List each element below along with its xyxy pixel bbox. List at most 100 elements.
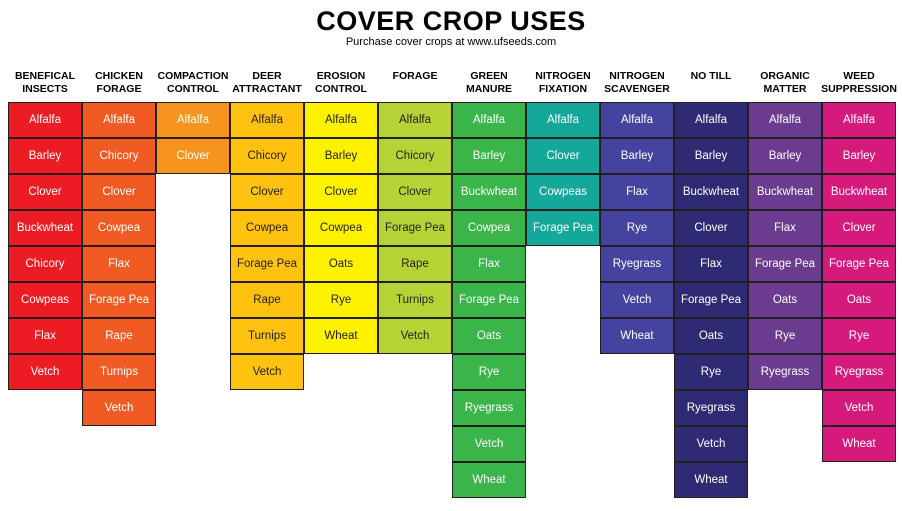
crop-cell: Forage Pea (82, 282, 156, 318)
crop-cell: Buckwheat (452, 174, 526, 210)
crop-cell: Barley (8, 138, 82, 174)
crop-cell: Rape (378, 246, 452, 282)
crop-cell: Turnips (230, 318, 304, 354)
crop-cell: Flax (82, 246, 156, 282)
crop-cell: Buckwheat (822, 174, 896, 210)
category-heading: GREEN MANURE (465, 70, 513, 95)
crop-cell: Wheat (304, 318, 378, 354)
crop-cell: Vetch (452, 426, 526, 462)
crop-cell: Buckwheat (674, 174, 748, 210)
crop-cell: Ryegrass (452, 390, 526, 426)
crop-cell: Buckwheat (8, 210, 82, 246)
crop-cell: Alfalfa (526, 102, 600, 138)
crop-cell: Clover (304, 174, 378, 210)
crop-cell: Alfalfa (8, 102, 82, 138)
crop-cell: Vetch (600, 282, 674, 318)
category-heading: DEER ATTRACTANT (232, 70, 302, 95)
crop-cell: Rye (304, 282, 378, 318)
category-heading: WEED SUPPRESSION (821, 70, 897, 95)
crop-cell: Wheat (674, 462, 748, 498)
crop-cell: Vetch (378, 318, 452, 354)
crop-cell: Alfalfa (156, 102, 230, 138)
crop-cell: Ryegrass (674, 390, 748, 426)
crop-cell: Rye (674, 354, 748, 390)
crop-cell: Ryegrass (600, 246, 674, 282)
crop-cell: Flax (8, 318, 82, 354)
crop-cell: Clover (378, 174, 452, 210)
crop-cell: Rye (822, 318, 896, 354)
crop-cell: Vetch (230, 354, 304, 390)
crop-cell: Forage Pea (748, 246, 822, 282)
category-heading: FORAGE (392, 70, 438, 82)
crop-cell: Alfalfa (452, 102, 526, 138)
category-heading: NITROGEN FIXATION (535, 70, 591, 95)
crop-cell: Barley (304, 138, 378, 174)
crop-cell: Ryegrass (822, 354, 896, 390)
crop-cell: Chicory (230, 138, 304, 174)
crop-cell: Wheat (600, 318, 674, 354)
crop-cell: Vetch (674, 426, 748, 462)
crop-cell: Turnips (378, 282, 452, 318)
crop-cell: Flax (600, 174, 674, 210)
crop-cell: Chicory (378, 138, 452, 174)
crop-cell: Alfalfa (822, 102, 896, 138)
category-heading: CHICKEN FORAGE (95, 70, 143, 95)
crop-cell: Flax (452, 246, 526, 282)
crop-cell: Clover (8, 174, 82, 210)
crop-cell: Vetch (82, 390, 156, 426)
crop-cell: Cowpea (230, 210, 304, 246)
crop-cell: Cowpea (82, 210, 156, 246)
crop-cell: Oats (674, 318, 748, 354)
category-heading: NITROGEN SCAVENGER (604, 70, 670, 95)
category-heading: EROSION CONTROL (315, 70, 367, 95)
category-heading: BENEFICAL INSECTS (14, 70, 76, 95)
crop-cell: Ryegrass (748, 354, 822, 390)
crop-cell: Alfalfa (748, 102, 822, 138)
crop-cell: Turnips (82, 354, 156, 390)
crop-cell: Cowpeas (8, 282, 82, 318)
crop-cell: Rye (452, 354, 526, 390)
crop-cell: Barley (674, 138, 748, 174)
crop-cell: Alfalfa (230, 102, 304, 138)
crop-cell: Clover (230, 174, 304, 210)
crop-cell: Flax (748, 210, 822, 246)
crop-cell: Oats (822, 282, 896, 318)
page-title: COVER CROP USES (316, 6, 586, 36)
category-heading: NO TILL (690, 70, 732, 82)
crop-cell: Cowpea (304, 210, 378, 246)
page-subtitle: Purchase cover crops at www.ufseeds.com (345, 36, 557, 48)
crop-cell: Forage Pea (452, 282, 526, 318)
crop-cell: Cowpeas (526, 174, 600, 210)
crop-cell: Alfalfa (82, 102, 156, 138)
crop-cell: Flax (674, 246, 748, 282)
crop-cell: Wheat (822, 426, 896, 462)
crop-cell: Clover (674, 210, 748, 246)
crop-cell: Chicory (8, 246, 82, 282)
crop-cell: Rye (748, 318, 822, 354)
crop-cell: Oats (304, 246, 378, 282)
crop-cell: Vetch (8, 354, 82, 390)
crop-cell: Forage Pea (822, 246, 896, 282)
crop-cell: Rape (82, 318, 156, 354)
crop-cell: Wheat (452, 462, 526, 498)
crop-cell: Oats (748, 282, 822, 318)
crop-cell: Forage Pea (674, 282, 748, 318)
crop-cell: Clover (526, 138, 600, 174)
crop-cell: Clover (156, 138, 230, 174)
crop-cell: Barley (748, 138, 822, 174)
crop-cell: Barley (822, 138, 896, 174)
crop-cell: Clover (82, 174, 156, 210)
crop-cell: Alfalfa (304, 102, 378, 138)
crop-cell: Forage Pea (230, 246, 304, 282)
crop-cell: Buckwheat (748, 174, 822, 210)
crop-cell: Alfalfa (378, 102, 452, 138)
crop-cell: Cowpea (452, 210, 526, 246)
crop-cell: Barley (600, 138, 674, 174)
crop-cell: Forage Pea (378, 210, 452, 246)
crop-cell: Rye (600, 210, 674, 246)
category-heading: ORGANIC MATTER (760, 70, 810, 95)
crop-cell: Chicory (82, 138, 156, 174)
category-heading: COMPACTION CONTROL (157, 70, 229, 95)
crop-cell: Forage Pea (526, 210, 600, 246)
